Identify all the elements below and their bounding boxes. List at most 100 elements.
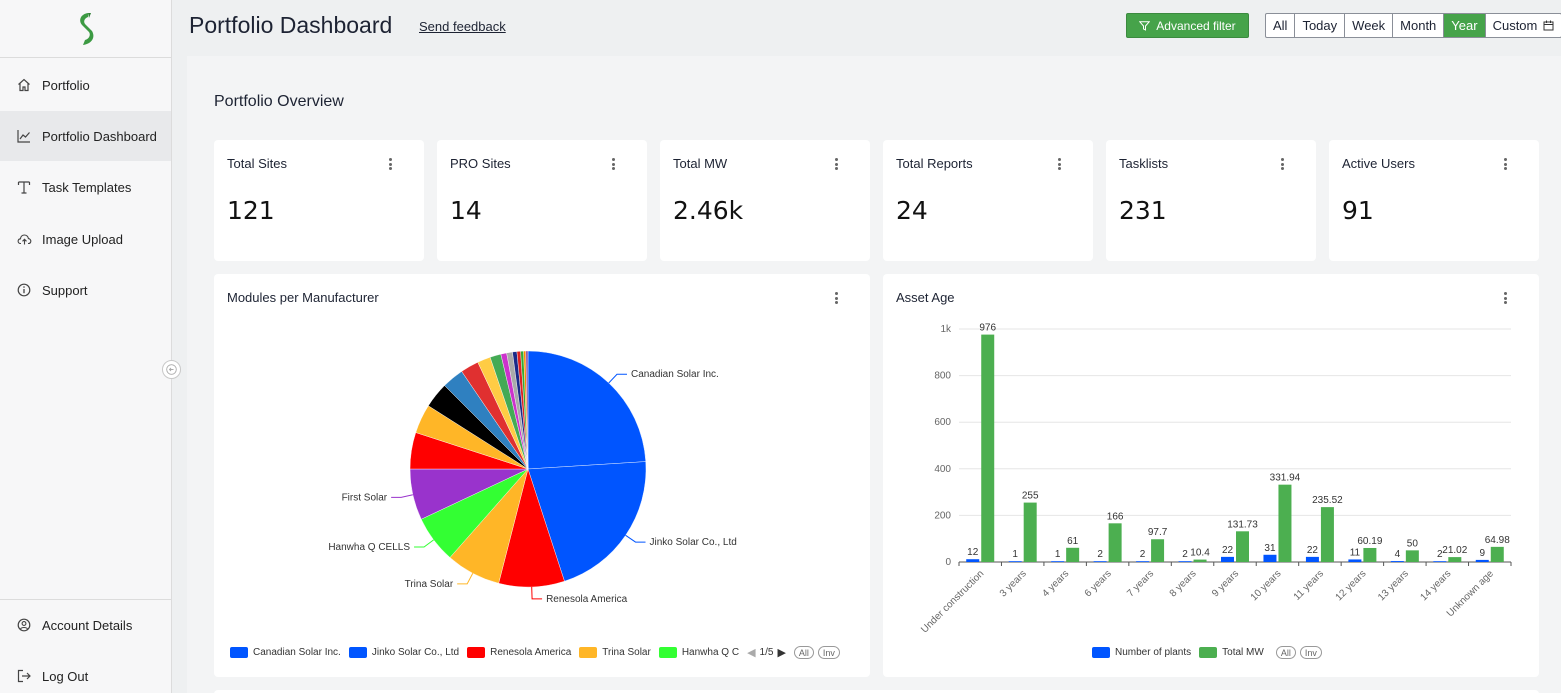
sidebar-item-portfolio-dashboard[interactable]: Portfolio Dashboard (0, 111, 171, 161)
more-vert-icon[interactable] (831, 156, 841, 172)
bar[interactable] (1490, 546, 1504, 562)
x-tick-label: 4 years (1040, 568, 1071, 599)
stat-value: 231 (1119, 196, 1167, 225)
bar[interactable] (1305, 556, 1319, 562)
bar[interactable] (1348, 559, 1362, 562)
bar[interactable] (1320, 507, 1334, 562)
bar[interactable] (966, 559, 980, 562)
range-custom-button[interactable]: Custom (1486, 14, 1561, 37)
bar[interactable] (1093, 561, 1107, 562)
bar-value-label: 31 (1264, 543, 1276, 554)
bar-value-label: 9 (1479, 548, 1485, 559)
send-feedback-link[interactable]: Send feedback (419, 19, 506, 34)
legend-all-button[interactable]: All (793, 646, 814, 659)
bar-value-label: 50 (1407, 538, 1419, 549)
bar[interactable] (1390, 561, 1404, 562)
sidebar-item-log-out[interactable]: Log Out (0, 651, 171, 693)
bar[interactable] (1433, 561, 1447, 562)
legend-item[interactable]: Number of plants (1092, 647, 1191, 658)
range-today-button[interactable]: Today (1295, 14, 1346, 37)
bar[interactable] (1236, 531, 1249, 562)
pie-slice[interactable] (525, 350, 529, 470)
app-logo[interactable] (0, 0, 171, 58)
legend-item[interactable]: Renesola America (467, 647, 571, 658)
bar-value-label: 131.73 (1227, 519, 1258, 530)
range-year-button[interactable]: Year (1444, 14, 1486, 37)
bar[interactable] (1178, 561, 1192, 562)
stat-label: Total Reports (896, 156, 973, 171)
bar[interactable] (1278, 484, 1292, 562)
range-month-button[interactable]: Month (1393, 14, 1445, 37)
collapse-sidebar-button[interactable] (162, 360, 181, 379)
legend-item[interactable]: Trina Solar (579, 647, 651, 658)
user-icon (16, 617, 32, 633)
bar[interactable] (1023, 502, 1037, 562)
bar[interactable] (1008, 561, 1022, 562)
legend-prev-icon[interactable]: ◀ (747, 647, 756, 659)
pie-label-line (531, 586, 543, 600)
asset-age-chart-card: Asset Age 0 200 400 600 800 1k 12 976 Under cons… (883, 274, 1539, 677)
advanced-filter-button[interactable]: Advanced filter (1126, 13, 1249, 38)
sidebar-item-image-upload[interactable]: Image Upload (0, 214, 171, 264)
chart-icon (16, 128, 32, 144)
legend-inverse-button[interactable]: Inv (817, 646, 840, 659)
sidebar-item-label: Account Details (42, 617, 133, 633)
sidebar-item-account-details[interactable]: Account Details (0, 600, 171, 650)
calendar-icon (1543, 20, 1554, 31)
more-vert-icon[interactable] (608, 156, 618, 172)
more-vert-icon[interactable] (1500, 290, 1510, 306)
bar[interactable] (1193, 559, 1207, 562)
more-vert-icon[interactable] (1054, 156, 1064, 172)
y-tick-label: 1k (940, 324, 952, 335)
bar[interactable] (1475, 559, 1489, 562)
bar[interactable] (1151, 539, 1165, 562)
stat-value: 121 (227, 196, 275, 225)
chart-title: Modules per Manufacturer (227, 290, 379, 305)
bar[interactable] (1363, 547, 1377, 562)
stat-value: 14 (450, 196, 482, 225)
pie-slice[interactable] (527, 350, 646, 470)
logo-icon (79, 12, 93, 45)
legend-label: Trina Solar (602, 647, 651, 658)
pie-label: First Solar (342, 492, 388, 503)
stat-value: 2.46k (673, 196, 744, 225)
x-tick-label: 13 years (1376, 568, 1411, 603)
legend-item[interactable]: Total MW (1199, 647, 1264, 658)
range-all-button[interactable]: All (1266, 14, 1296, 37)
sidebar-item-task-templates[interactable]: Task Templates (0, 162, 171, 212)
legend-item[interactable]: Hanwha Q C (658, 647, 739, 658)
stat-label: Active Users (1342, 156, 1415, 171)
stat-card-total-reports: Total Reports 24 (883, 140, 1093, 261)
y-tick-label: 0 (945, 557, 951, 568)
bar[interactable] (1405, 550, 1419, 562)
bar-value-label: 255 (1022, 491, 1039, 502)
more-vert-icon[interactable] (1277, 156, 1287, 172)
stat-card-total-mw: Total MW 2.46k (660, 140, 870, 261)
legend-next-icon[interactable]: ▶ (777, 647, 786, 659)
sidebar-item-label: Image Upload (42, 231, 123, 247)
bar-value-label: 166 (1107, 511, 1124, 522)
more-vert-icon[interactable] (1500, 156, 1510, 172)
range-week-button[interactable]: Week (1345, 14, 1394, 37)
bar[interactable] (1263, 554, 1277, 562)
legend-label: Canadian Solar Inc. (253, 647, 341, 658)
advanced-filter-label: Advanced filter (1156, 18, 1236, 33)
legend-all-button[interactable]: All (1275, 646, 1296, 659)
bar[interactable] (1136, 561, 1150, 562)
sidebar-item-support[interactable]: Support (0, 265, 171, 315)
pie-label: Renesola America (546, 594, 628, 605)
sidebar-item-portfolio[interactable]: Portfolio (0, 60, 171, 110)
bar[interactable] (1448, 557, 1462, 562)
bar[interactable] (1221, 556, 1234, 562)
legend-inverse-button[interactable]: Inv (1299, 646, 1322, 659)
bar[interactable] (1066, 547, 1080, 562)
bar[interactable] (981, 334, 995, 562)
legend-item[interactable]: Canadian Solar Inc. (230, 647, 341, 658)
bar[interactable] (1051, 561, 1065, 562)
legend-item[interactable]: Jinko Solar Co., Ltd (348, 647, 459, 658)
more-vert-icon[interactable] (831, 290, 841, 306)
bar[interactable] (1108, 523, 1122, 562)
stat-label: Total MW (673, 156, 728, 171)
more-vert-icon[interactable] (385, 156, 395, 172)
y-tick-label: 800 (934, 371, 951, 382)
